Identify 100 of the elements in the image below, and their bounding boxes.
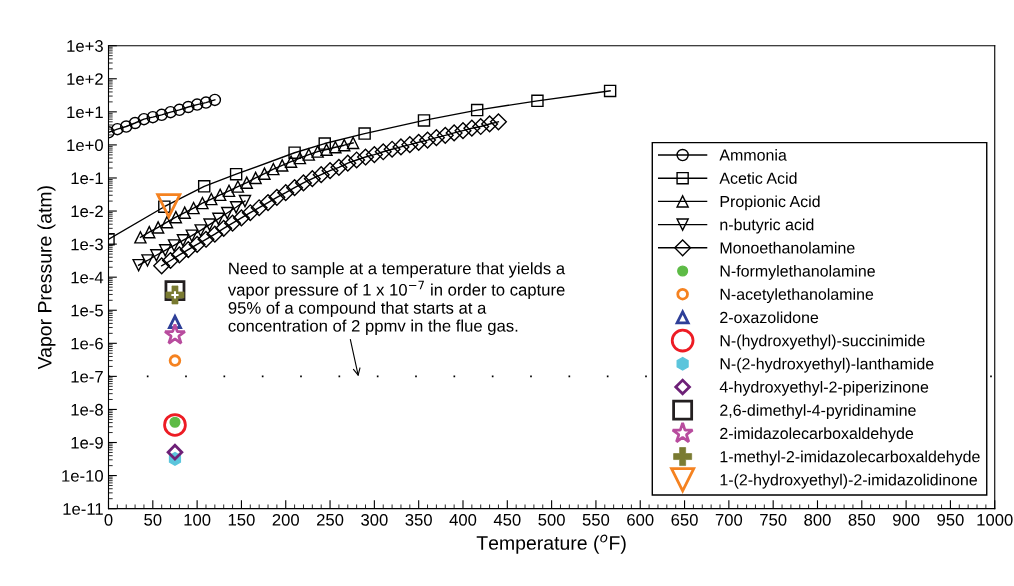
point (206, 225, 224, 243)
y-tick-label: 1e+0 (67, 139, 103, 152)
point (167, 239, 181, 252)
x-tick-label: 500 (538, 513, 565, 526)
point (472, 117, 490, 136)
x-tick-label: 650 (671, 513, 698, 526)
point (185, 229, 199, 242)
point (169, 210, 183, 224)
point (203, 218, 216, 231)
annotation: Need to sample at a temperature that yields a vapor pressure of 1 x 10$^{−7}$ in order to capture 95% of a compound that starts at a concentration of 2 ppmv in the flue gas. (227, 262, 566, 336)
x-tick-label: 50 (144, 513, 162, 526)
point (259, 194, 277, 212)
x-tick-label: 250 (316, 513, 344, 526)
point (329, 140, 342, 154)
point (197, 230, 215, 248)
point (454, 122, 472, 140)
point (164, 280, 186, 302)
legend-label: Propionic Acid (720, 195, 820, 211)
y-tick-label: 1e-4 (71, 271, 104, 284)
point (303, 170, 321, 188)
point (150, 249, 163, 262)
x-tick-label: 0 (104, 513, 113, 526)
point (240, 176, 254, 189)
y-axis-title: Vapor Pressure (atm) (37, 186, 56, 370)
legend-label: 1-methyl-2-imidazolecarboxaldehyde (720, 450, 980, 466)
point (312, 166, 330, 184)
point (401, 136, 419, 154)
point (275, 159, 289, 172)
x-tick-label: 100 (184, 513, 211, 526)
point (392, 138, 410, 156)
point (221, 206, 234, 220)
point (277, 184, 295, 202)
point (321, 162, 339, 180)
point (187, 201, 200, 215)
point (173, 103, 186, 117)
point (267, 162, 280, 176)
point (249, 171, 262, 185)
point (166, 443, 184, 461)
point (134, 231, 147, 244)
x-tick-label: 200 (272, 513, 299, 526)
x-tick-label: 400 (449, 513, 477, 526)
point (128, 116, 142, 130)
x-tick-label: 950 (937, 513, 964, 526)
legend-label: Monoethanolamine (720, 241, 855, 254)
point (436, 126, 454, 144)
point (158, 244, 172, 257)
point (224, 214, 242, 232)
y-tick-label: 1e-10 (62, 469, 103, 482)
y-tick-label: 1e-11 (63, 503, 103, 515)
point (197, 180, 211, 193)
point (213, 188, 227, 202)
point (143, 225, 156, 239)
point (250, 199, 268, 217)
point (151, 221, 165, 234)
point (603, 84, 617, 98)
point (337, 138, 351, 152)
x-tick-label: 150 (228, 513, 255, 526)
point (418, 131, 437, 149)
point (229, 201, 243, 214)
y-tick-label: 1e+2 (67, 73, 103, 85)
point (383, 140, 401, 158)
legend-label: Ammonia (719, 149, 787, 161)
point (470, 103, 484, 117)
point (155, 108, 168, 122)
x-tick-label: 600 (627, 513, 654, 526)
x-tick-label: 800 (804, 513, 831, 526)
point (417, 114, 431, 127)
legend-label: 2,6-dimethyl-4-pyridinamine (720, 404, 916, 420)
point (170, 246, 188, 264)
x-tick-label: 350 (405, 513, 432, 526)
point (330, 158, 348, 176)
legend-label: 4-hydroxyethyl-2-piperizinone (719, 380, 929, 396)
point (531, 94, 544, 108)
point (445, 124, 463, 142)
point (164, 105, 177, 119)
x-tick-label: 700 (715, 513, 743, 526)
point (489, 113, 507, 131)
x-tick-label: 1000 (977, 513, 1013, 526)
point (111, 122, 124, 136)
y-tick-label: 1e-5 (71, 304, 103, 317)
y-tick-label: 1e-1 (71, 172, 103, 185)
point (199, 96, 213, 109)
point (146, 110, 160, 124)
point (232, 209, 250, 227)
legend-label: 1-(2-hydroxyethyl)-2-imidazolidinone (720, 473, 977, 489)
point (188, 235, 206, 253)
x-tick-label: 550 (582, 513, 610, 526)
point (194, 224, 207, 237)
y-tick-label: 1e-7 (71, 370, 103, 383)
point (212, 212, 225, 226)
point (190, 98, 204, 111)
point (365, 146, 383, 164)
point (410, 133, 428, 151)
point (215, 219, 233, 237)
x-tick-label: 300 (361, 513, 388, 526)
x-tick-label: 750 (760, 513, 787, 526)
point (356, 148, 375, 166)
point (311, 145, 324, 158)
point (208, 93, 222, 107)
point (481, 115, 499, 133)
